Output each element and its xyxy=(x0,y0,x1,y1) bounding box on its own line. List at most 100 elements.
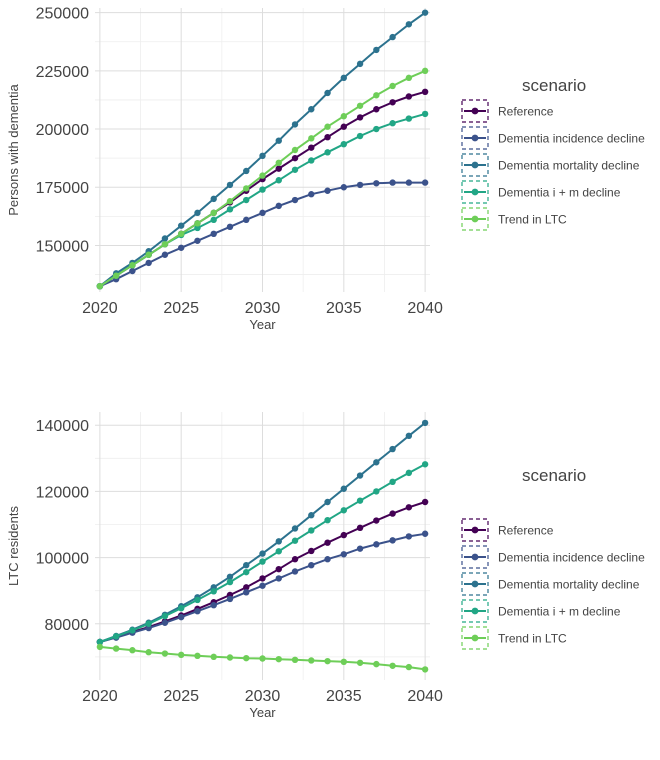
persons-with-dementia-chart: 2020 2025 2030 2035 2040 150000 175000 200000 22… xyxy=(6,6,645,332)
data-point xyxy=(226,206,234,213)
legend-key-point xyxy=(471,188,479,196)
legend-item: Reference xyxy=(461,99,554,123)
data-point xyxy=(275,137,282,144)
data-point xyxy=(421,666,429,673)
data-point xyxy=(421,461,429,468)
data-point xyxy=(356,60,364,68)
data-point xyxy=(356,132,364,140)
data-point xyxy=(210,653,217,661)
data-point xyxy=(243,568,250,576)
data-point xyxy=(405,179,413,186)
data-point xyxy=(291,121,299,128)
legend-key-box xyxy=(461,180,489,204)
data-point xyxy=(243,584,250,591)
data-point xyxy=(324,123,331,130)
data-point xyxy=(324,556,331,563)
data-point xyxy=(291,537,299,544)
data-point xyxy=(259,172,266,179)
legend-key-box xyxy=(461,599,489,623)
data-point xyxy=(308,657,315,664)
data-point xyxy=(226,223,234,231)
data-point xyxy=(291,525,299,532)
legend-title: scenario xyxy=(522,466,586,485)
legend-key-box xyxy=(461,153,489,177)
series-group xyxy=(96,9,429,290)
data-point xyxy=(161,612,169,620)
legend-label: Dementia incidence decline xyxy=(498,551,645,565)
data-point xyxy=(243,185,250,192)
data-point xyxy=(421,9,429,16)
legend-key-box xyxy=(461,518,489,542)
data-point xyxy=(421,110,429,118)
data-point xyxy=(356,545,364,552)
data-point xyxy=(373,517,380,524)
data-point xyxy=(308,527,315,534)
data-point xyxy=(389,445,396,453)
data-point xyxy=(389,478,396,486)
data-point xyxy=(373,488,380,495)
legend-label: Dementia incidence decline xyxy=(498,132,645,146)
data-point xyxy=(145,259,152,267)
data-point xyxy=(405,504,413,511)
data-point xyxy=(405,115,413,122)
legend-key-point xyxy=(471,580,479,588)
legend-item: Dementia mortality decline xyxy=(461,572,640,596)
data-point xyxy=(210,209,217,217)
data-point xyxy=(389,33,396,41)
x-tick-label: 2030 xyxy=(245,688,281,705)
data-point xyxy=(340,551,348,558)
data-point xyxy=(340,74,348,82)
grid xyxy=(95,8,430,292)
data-point xyxy=(145,251,152,258)
data-point xyxy=(210,588,217,595)
legend-item: Trend in LTC xyxy=(461,626,567,650)
legend-key-point xyxy=(471,134,479,142)
data-point xyxy=(161,251,169,258)
data-point xyxy=(308,512,315,519)
data-point xyxy=(275,538,282,545)
data-point xyxy=(275,575,282,582)
data-point xyxy=(243,654,250,662)
data-point xyxy=(275,565,282,573)
data-point xyxy=(340,531,348,539)
data-point xyxy=(210,602,217,609)
data-point xyxy=(340,123,348,130)
data-point xyxy=(356,114,364,121)
data-point xyxy=(275,177,282,184)
data-point xyxy=(324,133,331,141)
data-point xyxy=(96,282,104,290)
data-point xyxy=(243,589,250,596)
data-point xyxy=(373,660,380,668)
data-point xyxy=(405,93,413,100)
data-point xyxy=(259,582,266,589)
data-point xyxy=(226,654,234,661)
data-point xyxy=(291,166,299,173)
legend-label: Dementia i + m decline xyxy=(498,186,621,200)
y-tick-label: 150000 xyxy=(36,238,89,255)
data-point xyxy=(145,649,152,656)
y-tick-label: 225000 xyxy=(36,64,89,81)
chart-svg: 2020 2025 2030 2035 2040 80000 100000 120000 140… xyxy=(6,412,645,720)
x-tick-label: 2040 xyxy=(407,300,443,317)
data-point xyxy=(356,102,364,109)
data-point xyxy=(405,663,413,671)
x-tick-label: 2025 xyxy=(163,688,199,705)
data-point xyxy=(226,198,234,205)
data-point xyxy=(421,419,429,427)
data-point xyxy=(340,658,348,666)
data-point xyxy=(389,120,396,127)
data-point xyxy=(243,167,250,175)
data-point xyxy=(210,216,217,224)
legend-item: Dementia incidence decline xyxy=(461,126,645,150)
data-point xyxy=(308,191,315,198)
legend-key-point xyxy=(471,161,479,169)
data-point xyxy=(356,497,364,504)
legend-item: Trend in LTC xyxy=(461,207,567,231)
data-point xyxy=(308,106,315,113)
data-point xyxy=(275,202,282,210)
data-point xyxy=(324,187,331,194)
data-point xyxy=(421,88,429,96)
data-point xyxy=(308,547,315,555)
x-tick-label: 2035 xyxy=(326,688,362,705)
data-point xyxy=(129,262,136,269)
